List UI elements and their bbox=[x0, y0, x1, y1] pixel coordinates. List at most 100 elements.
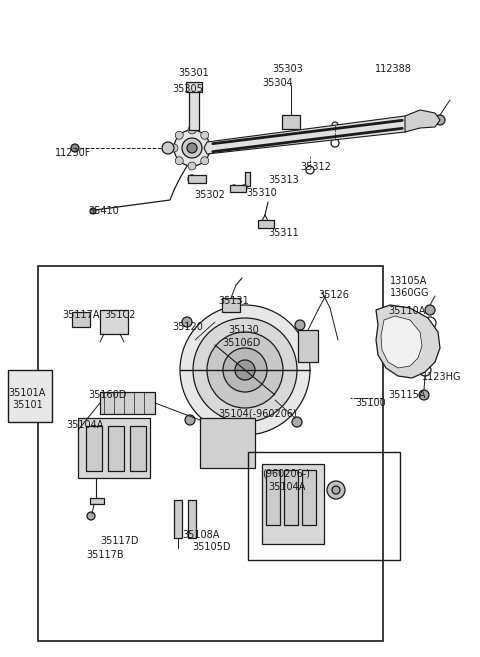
Circle shape bbox=[103, 313, 117, 327]
Circle shape bbox=[187, 143, 197, 153]
Bar bbox=[72, 312, 90, 327]
Circle shape bbox=[193, 318, 297, 422]
Bar bbox=[108, 426, 124, 471]
Circle shape bbox=[188, 175, 196, 183]
Circle shape bbox=[14, 380, 46, 412]
Bar bbox=[189, 90, 199, 130]
Circle shape bbox=[175, 131, 183, 139]
Circle shape bbox=[10, 372, 18, 380]
Bar bbox=[186, 82, 202, 92]
Circle shape bbox=[188, 162, 196, 170]
Circle shape bbox=[419, 390, 429, 400]
Text: 35410: 35410 bbox=[88, 206, 119, 216]
Circle shape bbox=[332, 486, 340, 494]
Circle shape bbox=[133, 451, 143, 461]
Text: 35100: 35100 bbox=[355, 398, 386, 408]
Circle shape bbox=[235, 446, 255, 466]
Bar bbox=[78, 418, 150, 478]
Circle shape bbox=[188, 126, 196, 134]
Circle shape bbox=[286, 117, 296, 127]
Circle shape bbox=[223, 348, 267, 392]
Text: 35302: 35302 bbox=[194, 190, 225, 200]
Bar bbox=[222, 298, 240, 312]
Circle shape bbox=[424, 317, 436, 329]
Circle shape bbox=[286, 475, 296, 485]
Bar bbox=[188, 500, 196, 538]
Circle shape bbox=[305, 496, 313, 504]
Bar bbox=[188, 175, 206, 183]
Circle shape bbox=[207, 332, 283, 408]
Circle shape bbox=[292, 417, 302, 427]
Circle shape bbox=[241, 185, 247, 191]
Circle shape bbox=[300, 338, 316, 354]
Text: 35108A: 35108A bbox=[182, 530, 219, 540]
Text: 35106D: 35106D bbox=[222, 338, 260, 348]
Polygon shape bbox=[381, 316, 422, 368]
Text: 35131: 35131 bbox=[218, 296, 249, 306]
Circle shape bbox=[132, 430, 144, 442]
Bar bbox=[8, 370, 52, 422]
Text: 35160D: 35160D bbox=[88, 390, 126, 400]
Text: 13105A: 13105A bbox=[390, 276, 427, 286]
Bar bbox=[100, 392, 155, 414]
Circle shape bbox=[90, 208, 96, 214]
Circle shape bbox=[221, 431, 235, 445]
Text: 35126: 35126 bbox=[318, 290, 349, 300]
Text: (960206-): (960206-) bbox=[262, 468, 310, 478]
Bar bbox=[298, 330, 318, 362]
Bar bbox=[90, 498, 104, 504]
Text: 35104(-960206): 35104(-960206) bbox=[218, 408, 297, 418]
Text: 11230F: 11230F bbox=[55, 148, 91, 158]
Text: 35117A: 35117A bbox=[62, 310, 99, 320]
Circle shape bbox=[71, 144, 79, 152]
Circle shape bbox=[111, 451, 121, 461]
Circle shape bbox=[425, 305, 435, 315]
Bar bbox=[86, 426, 102, 471]
Text: 35130: 35130 bbox=[228, 325, 259, 335]
FancyArrowPatch shape bbox=[213, 120, 402, 144]
Circle shape bbox=[206, 144, 214, 152]
Text: 35105D: 35105D bbox=[192, 542, 230, 552]
Bar bbox=[100, 310, 128, 334]
FancyArrowPatch shape bbox=[213, 128, 402, 152]
Circle shape bbox=[201, 131, 209, 139]
Polygon shape bbox=[376, 305, 440, 378]
Circle shape bbox=[162, 142, 174, 154]
Bar bbox=[302, 470, 316, 525]
Circle shape bbox=[175, 157, 183, 165]
Circle shape bbox=[42, 412, 50, 420]
Circle shape bbox=[185, 415, 195, 425]
Circle shape bbox=[235, 360, 255, 380]
Circle shape bbox=[182, 138, 202, 158]
Text: 35313: 35313 bbox=[268, 175, 299, 185]
Circle shape bbox=[295, 320, 305, 330]
Text: 35310: 35310 bbox=[246, 188, 277, 198]
Text: 351C2: 351C2 bbox=[104, 310, 135, 320]
Text: 35101A: 35101A bbox=[8, 388, 46, 398]
Bar bbox=[282, 115, 300, 129]
Polygon shape bbox=[204, 116, 420, 154]
Circle shape bbox=[174, 130, 210, 166]
Circle shape bbox=[304, 475, 314, 485]
Circle shape bbox=[42, 372, 50, 380]
Circle shape bbox=[76, 315, 86, 325]
Text: 35312: 35312 bbox=[300, 162, 331, 172]
Text: 112388: 112388 bbox=[375, 64, 412, 74]
Text: 35305: 35305 bbox=[172, 84, 203, 94]
Circle shape bbox=[268, 475, 278, 485]
Circle shape bbox=[170, 144, 178, 152]
Circle shape bbox=[89, 451, 99, 461]
Text: 35110A: 35110A bbox=[388, 306, 425, 316]
Circle shape bbox=[269, 496, 277, 504]
Bar bbox=[284, 470, 298, 525]
Polygon shape bbox=[405, 110, 440, 132]
Text: 35115A: 35115A bbox=[388, 390, 425, 400]
Circle shape bbox=[10, 412, 18, 420]
Bar bbox=[245, 172, 250, 186]
Circle shape bbox=[133, 443, 143, 453]
Text: 35311: 35311 bbox=[268, 228, 299, 238]
Circle shape bbox=[419, 364, 431, 376]
Text: 35101: 35101 bbox=[12, 400, 43, 410]
Bar bbox=[200, 418, 255, 468]
Circle shape bbox=[435, 115, 445, 125]
